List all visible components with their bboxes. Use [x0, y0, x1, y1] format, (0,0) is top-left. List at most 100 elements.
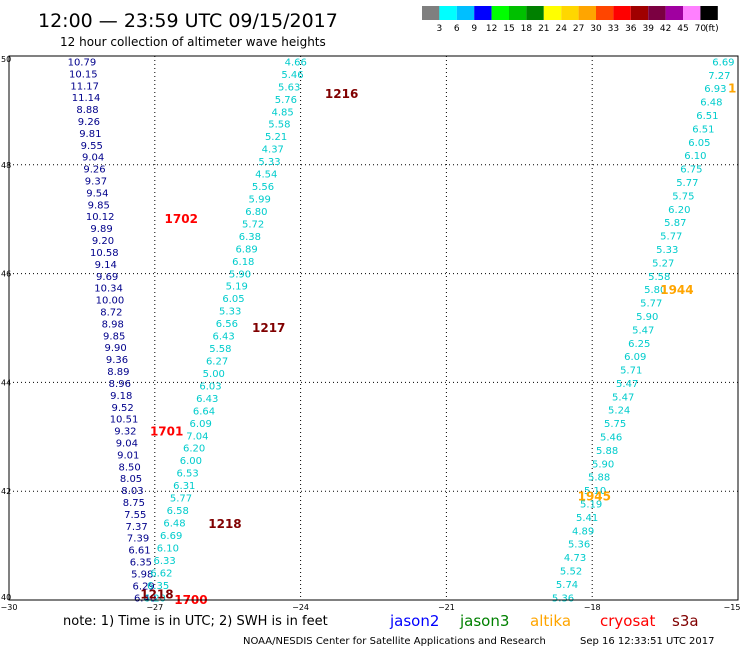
wave-height-point: 5.63: [278, 82, 300, 93]
color-swatch: [439, 6, 457, 20]
wave-height-point: 9.01: [117, 450, 139, 461]
wave-height-point: 6.09: [190, 419, 212, 430]
x-tick-label: −24: [292, 603, 309, 612]
wave-height-point: 6.51: [692, 124, 714, 135]
wave-height-point: 6.33: [154, 556, 176, 567]
gridlines: [9, 56, 738, 600]
wave-height-point: 6.00: [180, 456, 202, 467]
wave-height-point: 4.54: [255, 170, 277, 181]
footer-note: note: 1) Time is in UTC; 2) SWH is in fe…: [63, 614, 328, 629]
wave-height-point: 5.80: [644, 285, 666, 296]
wave-height-point: 6.93: [704, 84, 726, 95]
wave-height-point: 5.21: [265, 132, 287, 143]
satellite-legend-jason2: jason2: [389, 612, 439, 630]
color-swatch: [526, 6, 544, 20]
color-scale-label: 36: [625, 24, 637, 34]
wave-height-point: 10.15: [69, 69, 98, 80]
wave-height-point: 6.51: [696, 111, 718, 122]
wave-height-point: 10.00: [96, 296, 125, 307]
wave-height-point: 4.66: [285, 57, 307, 68]
wave-height-point: 6.61: [128, 546, 150, 557]
color-swatch: [648, 6, 666, 20]
color-scale-label: 30: [590, 24, 602, 34]
x-tick-label: −30: [1, 603, 18, 612]
wave-height-point: 5.46: [281, 70, 303, 81]
satellite-legend-cryosat: cryosat: [600, 612, 655, 630]
color-scale-label: 39: [642, 24, 654, 34]
wave-height-point: 6.53: [176, 469, 198, 480]
wave-height-point: 9.85: [88, 200, 110, 211]
pass-time-label: 1945: [578, 490, 611, 504]
wave-height-point: 6.58: [167, 506, 189, 517]
pass-time-label: 1702: [165, 212, 198, 226]
color-scale-label: 33: [608, 24, 619, 34]
wave-height-point: 6.38: [239, 232, 261, 243]
wave-height-point: 5.33: [219, 307, 241, 318]
wave-height-point: 5.75: [672, 191, 694, 202]
pass-time-label: 1218: [208, 517, 241, 531]
wave-height-point: 9.04: [116, 438, 138, 449]
wave-height-point: 5.10: [584, 486, 606, 497]
wave-height-point: 6.69: [160, 531, 182, 542]
wave-height-point: 5.71: [620, 366, 642, 377]
wave-height-point: 5.46: [600, 433, 622, 444]
map-subtitle: 12 hour collection of altimeter wave hei…: [60, 35, 326, 49]
wave-height-point: 5.52: [560, 566, 582, 577]
pass-time-label: 1944: [660, 283, 693, 297]
color-scale-label: 45: [677, 24, 688, 34]
y-tick-label: 46: [1, 270, 11, 279]
wave-height-point: 7.37: [126, 522, 148, 533]
wave-height-point: 9.18: [110, 391, 132, 402]
color-swatch: [491, 6, 509, 20]
wave-height-point: 9.36: [106, 355, 128, 366]
wave-height-point: 5.41: [576, 513, 598, 524]
pass-time-label: 1701: [150, 424, 183, 438]
wave-height-point: 10.79: [68, 57, 97, 68]
y-tick-label: 48: [1, 161, 11, 170]
wave-height-point: 11.14: [72, 93, 101, 104]
wave-height-point: 9.14: [95, 260, 117, 271]
wave-height-point: 5.98: [131, 569, 153, 580]
pass-time-label: 1: [728, 82, 736, 96]
wave-height-point: 9.32: [114, 427, 136, 438]
wave-height-point: 5.99: [249, 195, 271, 206]
color-scale-label: 9: [471, 24, 477, 34]
wave-height-point: 6.03: [199, 381, 221, 392]
wave-height-point: 6.48: [134, 593, 156, 604]
color-swatch: [683, 6, 701, 20]
wave-height-point: 8.96: [109, 379, 131, 390]
plot-frame: [8, 55, 739, 601]
wave-height-point: 9.55: [81, 141, 103, 152]
satellite-legend-s3a: s3a: [672, 612, 699, 630]
wave-height-point: 5.33: [258, 157, 280, 168]
wave-height-point: 6.20: [668, 205, 690, 216]
wave-height-point: 6.20: [144, 593, 166, 604]
wave-height-point: 9.81: [79, 129, 101, 140]
wave-height-point: 8.50: [119, 462, 141, 473]
wave-height-point: 9.89: [90, 224, 112, 235]
satellite-legend-jason3: jason3: [459, 612, 509, 630]
color-scale-label: 18: [521, 24, 533, 34]
wave-height-point: 5.77: [640, 299, 662, 310]
wave-height-point: 6.48: [163, 519, 185, 530]
wave-height-point: 5.90: [592, 459, 614, 470]
footer-timestamp: Sep 16 12:33:51 UTC 2017: [580, 636, 714, 647]
x-tick-label: −18: [584, 603, 601, 612]
color-scale-label: 6: [454, 24, 460, 34]
wave-height-point: 5.47: [612, 392, 634, 403]
wave-height-point: 4.73: [564, 553, 586, 564]
wave-height-point: 10.58: [90, 248, 119, 259]
wave-height-point: 9.69: [96, 272, 118, 283]
wave-height-point: 6.75: [680, 165, 702, 176]
wave-height-point: 5.27: [652, 258, 674, 269]
satellite-legend: jason2 jason3 altika cryosat s3a: [389, 612, 699, 630]
y-tick-label: 40: [1, 593, 11, 602]
wave-height-point: 9.90: [104, 343, 126, 354]
wave-height-point: 6.10: [684, 151, 706, 162]
wave-height-point: 5.19: [580, 500, 602, 511]
wave-height-point: 8.98: [102, 319, 124, 330]
wave-height-point: 5.77: [170, 494, 192, 505]
